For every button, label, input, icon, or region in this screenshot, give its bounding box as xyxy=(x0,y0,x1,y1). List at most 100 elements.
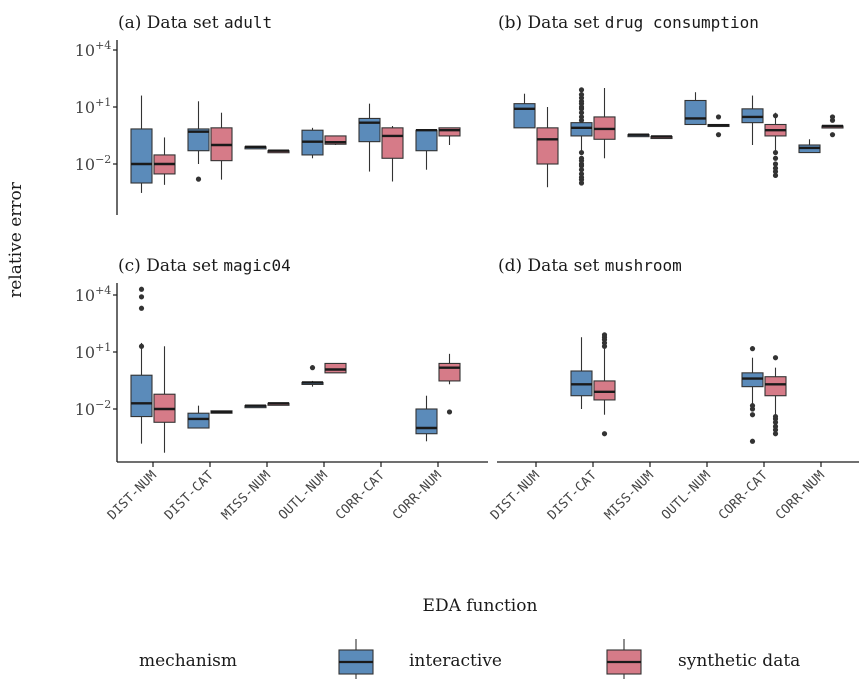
outlier-point xyxy=(749,346,756,352)
box-body xyxy=(381,127,404,159)
box-interactive-outl-num xyxy=(684,92,707,126)
box-synthetic-dist-cat xyxy=(593,88,616,159)
box-synthetic-corr-num xyxy=(438,127,461,145)
outlier-point xyxy=(309,365,316,371)
box-body xyxy=(438,362,461,382)
box-interactive-outl-num xyxy=(301,365,324,387)
box-body xyxy=(513,103,536,129)
box-body xyxy=(684,99,707,126)
x-axis-title: EDA function xyxy=(423,596,538,616)
box-synthetic-outl-num xyxy=(324,362,347,374)
y-axis-title: relative error xyxy=(6,181,26,298)
outlier-point xyxy=(772,413,779,420)
box-interactive-dist-num xyxy=(130,95,153,193)
outlier-point xyxy=(601,332,608,338)
panel-title-dataset: magic04 xyxy=(223,256,290,275)
x-tick-label: DIST-NUM xyxy=(488,468,543,523)
y-tick-label: 10+1 xyxy=(75,96,112,117)
box-interactive-corr-num xyxy=(415,395,438,442)
box-body xyxy=(570,122,593,137)
panel-magic04: (c) Data set magic0410+410+110−2DIST-NUM… xyxy=(75,256,488,523)
box-synthetic-corr-num xyxy=(821,114,844,138)
x-tick-label: MISS-NUM xyxy=(602,468,657,523)
y-tick-label: 10+4 xyxy=(75,284,112,305)
y-tick-exponent: −2 xyxy=(95,153,111,166)
y-tick-base: 10 xyxy=(75,98,95,117)
x-tick-label: MISS-NUM xyxy=(219,468,274,523)
panel-title: (c) Data set magic04 xyxy=(118,256,291,276)
outlier-point xyxy=(772,165,779,171)
outlier-point xyxy=(772,161,779,167)
box-synthetic-miss-num xyxy=(267,149,290,154)
box-body xyxy=(324,362,347,374)
panel-title-prefix: (b) Data set xyxy=(498,13,605,33)
outlier-point xyxy=(749,412,756,418)
box-body xyxy=(415,129,438,152)
box-interactive-miss-num xyxy=(244,145,267,150)
y-tick-exponent: +1 xyxy=(95,341,111,354)
outlier-point xyxy=(601,431,608,437)
outlier-point xyxy=(715,132,722,138)
outlier-point xyxy=(772,431,779,437)
box-interactive-miss-num xyxy=(244,404,267,409)
legend-label: synthetic data xyxy=(678,651,800,671)
box-body xyxy=(438,127,461,137)
outlier-point xyxy=(138,305,145,311)
box-body xyxy=(324,135,347,145)
box-body xyxy=(593,380,616,401)
box-synthetic-corr-cat xyxy=(764,112,787,179)
outlier-point xyxy=(138,286,145,292)
outlier-point xyxy=(578,114,585,120)
panel-title: (a) Data set adult xyxy=(118,13,272,33)
y-tick-base: 10 xyxy=(75,343,95,362)
box-interactive-dist-cat xyxy=(570,87,593,186)
y-tick-label: 10−2 xyxy=(75,153,112,174)
legend-title: mechanism xyxy=(139,651,237,671)
box-interactive-outl-num xyxy=(301,127,324,159)
box-body xyxy=(536,127,559,165)
box-body xyxy=(764,376,787,397)
y-tick-base: 10 xyxy=(75,155,95,174)
outlier-point xyxy=(138,343,145,349)
box-body xyxy=(187,412,210,429)
x-tick-label: DIST-CAT xyxy=(162,468,217,523)
outlier-point xyxy=(578,171,585,177)
legend-item-synthetic: synthetic data xyxy=(606,639,800,679)
y-tick-label: 10−2 xyxy=(75,398,112,419)
outlier-point xyxy=(578,87,585,93)
outlier-point xyxy=(578,149,585,156)
y-tick-base: 10 xyxy=(75,400,95,419)
outlier-point xyxy=(715,114,722,120)
y-tick-base: 10 xyxy=(75,286,95,305)
box-synthetic-dist-num xyxy=(153,346,176,453)
box-synthetic-corr-cat xyxy=(764,355,787,437)
y-tick-base: 10 xyxy=(75,41,95,60)
box-interactive-dist-cat xyxy=(187,405,210,429)
panel-title-prefix: (d) Data set xyxy=(498,256,605,276)
y-tick-label: 10+4 xyxy=(75,39,112,60)
outlier-point xyxy=(138,294,145,300)
box-body xyxy=(130,374,153,418)
panel-title: (d) Data set mushroom xyxy=(498,256,682,276)
panel-title-prefix: (a) Data set xyxy=(118,13,224,33)
legend: mechanism interactive synthetic data xyxy=(139,639,800,679)
x-tick-label: OUTL-NUM xyxy=(276,468,331,523)
box-synthetic-dist-cat xyxy=(210,112,233,180)
outlier-point xyxy=(829,132,836,138)
outlier-point xyxy=(749,438,756,444)
panel-mushroom: (d) Data set mushroom DIST-NUM DIST-CAT MIS… xyxy=(488,256,859,523)
box-synthetic-dist-num xyxy=(536,107,559,188)
box-interactive-corr-cat xyxy=(741,95,764,145)
box-body xyxy=(187,128,210,152)
box-interactive-miss-num xyxy=(627,133,650,138)
panel-drug-consumption: (b) Data set drug consumption xyxy=(498,13,844,188)
outlier-point xyxy=(772,149,779,156)
box-interactive-corr-num xyxy=(415,129,438,170)
box-synthetic-corr-cat xyxy=(381,126,404,182)
outlier-point xyxy=(578,155,585,161)
box-interactive-dist-cat xyxy=(570,337,593,409)
x-tick-label: CORR-NUM xyxy=(773,468,828,523)
outlier-point xyxy=(578,110,585,116)
outlier-point xyxy=(772,113,779,119)
